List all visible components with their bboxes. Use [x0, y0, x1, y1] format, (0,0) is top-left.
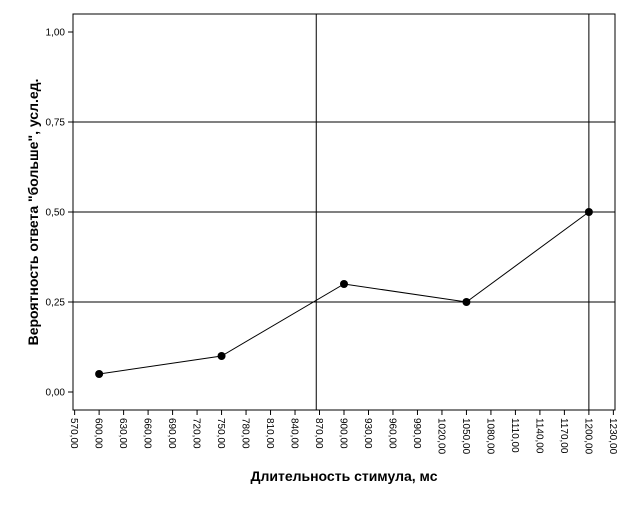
point: [584, 208, 593, 216]
x-tick-label: 750,00: [215, 418, 226, 449]
x-tick-label: 960,00: [386, 418, 397, 449]
point: [340, 280, 348, 288]
x-tick-label: 780,00: [240, 418, 251, 449]
y-tick-label: 0,00: [46, 388, 66, 399]
x-tick-label: 810,00: [264, 418, 275, 449]
x-tick-label: 1110,00: [509, 418, 520, 453]
x-tick-label: 1020,00: [435, 418, 446, 455]
x-tick-label: 660,00: [142, 418, 153, 449]
x-tick-label: 630,00: [117, 418, 128, 449]
x-tick-label: 1140,00: [533, 418, 544, 454]
y-axis-title: Вероятность ответа "больше", усл.ед.: [25, 79, 41, 346]
y-tick-label: 0,50: [46, 208, 66, 219]
point: [462, 298, 471, 306]
x-axis-title: Длительность стимула, мс: [250, 468, 437, 484]
point: [217, 352, 226, 360]
y-tick-label: 1,00: [46, 28, 66, 39]
y-tick-label: 0,75: [46, 118, 66, 129]
y-tick-label: 0,25: [46, 298, 66, 309]
x-tick-label: 1050,00: [460, 418, 471, 455]
x-tick-label: 900,00: [338, 418, 349, 449]
x-tick-label: 1080,00: [484, 418, 495, 455]
x-tick-label: 1230,00: [607, 418, 618, 455]
x-tick-label: 1170,00: [558, 418, 569, 454]
x-tick-label: 870,00: [313, 418, 324, 449]
x-tick-label: 570,00: [68, 418, 79, 449]
x-tick-label: 720,00: [191, 418, 202, 449]
x-tick-label: 690,00: [166, 418, 177, 449]
x-tick-label: 600,00: [93, 418, 104, 449]
x-tick-label: 840,00: [289, 418, 300, 449]
x-tick-label: 990,00: [411, 418, 422, 449]
point: [95, 370, 104, 378]
x-tick-label: 1200,00: [582, 418, 593, 455]
line: [99, 211, 590, 375]
x-tick-label: 930,00: [362, 418, 373, 449]
